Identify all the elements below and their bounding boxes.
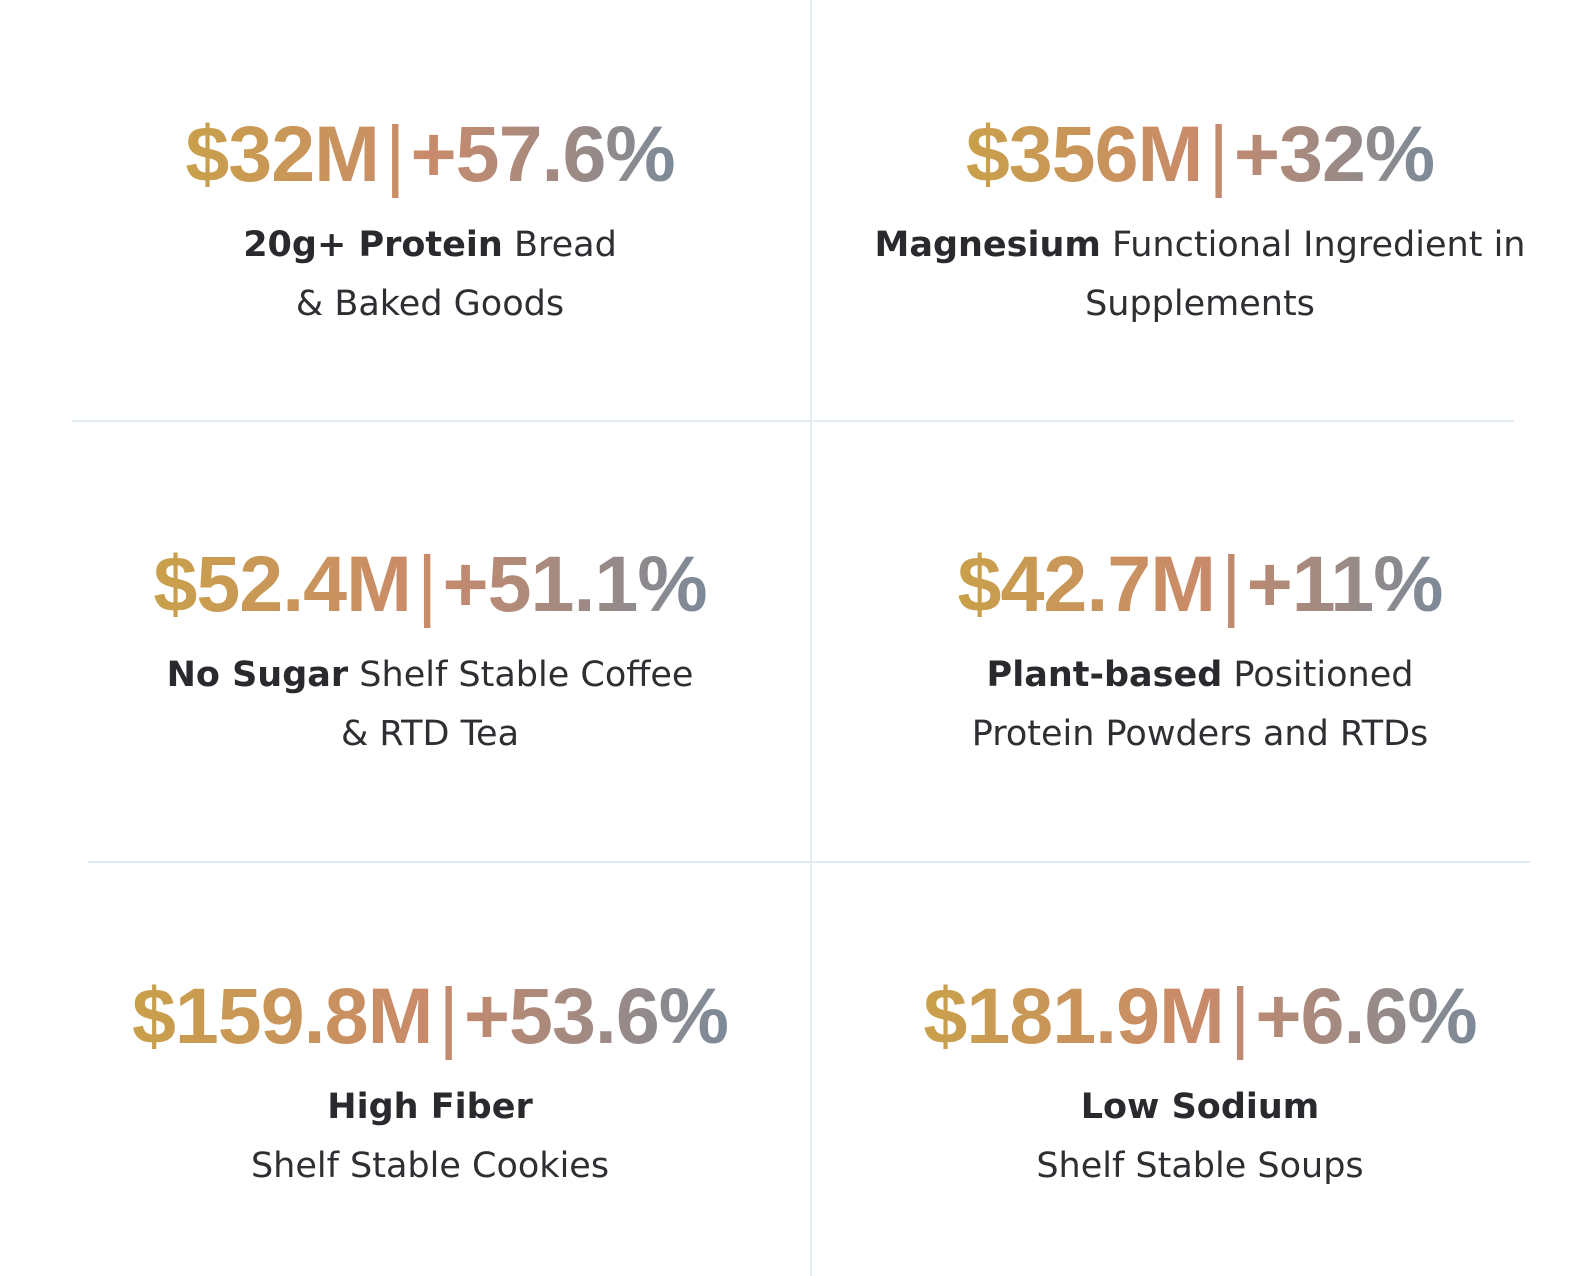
stat-card-magnesium: $356M|+32% Magnesium Functional Ingredie…: [820, 106, 1580, 334]
description-rest: Functional Ingredient in: [1100, 225, 1526, 265]
stat-description: Low Sodium Shelf Stable Soups: [1036, 1078, 1363, 1196]
stat-headline: $356M|+32%: [966, 106, 1434, 202]
description-line-1: Magnesium Functional Ingredient in: [875, 216, 1526, 275]
description-bold: Plant-based: [986, 655, 1223, 695]
description-line-2: & RTD Tea: [340, 714, 520, 754]
stat-description: 20g+ Protein Bread & Baked Goods: [243, 216, 617, 334]
stat-growth: +53.6%: [463, 971, 729, 1060]
horizontal-divider-1: [72, 420, 1514, 422]
stat-description: Plant-based Positioned Protein Powders a…: [972, 646, 1429, 764]
stat-card-low-sodium: $181.9M|+6.6% Low Sodium Shelf Stable So…: [820, 968, 1580, 1196]
stat-growth: +6.6%: [1255, 971, 1477, 1060]
description-rest: Shelf Stable Coffee: [348, 655, 694, 695]
description-line-1: No Sugar Shelf Stable Coffee: [167, 646, 694, 705]
stat-description: Magnesium Functional Ingredient in Suppl…: [875, 216, 1526, 334]
description-bold: High Fiber: [327, 1087, 533, 1127]
stat-card-no-sugar-coffee: $52.4M|+51.1% No Sugar Shelf Stable Coff…: [60, 536, 800, 764]
stat-separator: |: [1229, 971, 1250, 1060]
stat-separator: |: [1208, 109, 1228, 198]
stat-value: $42.7M: [957, 539, 1216, 628]
stat-headline: $52.4M|+51.1%: [153, 536, 706, 632]
stat-growth: +32%: [1233, 109, 1435, 198]
vertical-divider: [810, 0, 812, 1276]
horizontal-divider-2: [88, 861, 1530, 863]
description-line-1: Low Sodium: [1036, 1078, 1363, 1137]
description-line-2: Shelf Stable Cookies: [250, 1146, 610, 1186]
stat-description: No Sugar Shelf Stable Coffee & RTD Tea: [167, 646, 694, 764]
stat-headline: $42.7M|+11%: [958, 536, 1443, 632]
description-bold: Low Sodium: [1080, 1087, 1320, 1127]
stat-value: $181.9M: [923, 971, 1224, 1060]
stat-headline: $181.9M|+6.6%: [923, 968, 1476, 1064]
stat-separator: |: [1221, 539, 1241, 628]
stat-separator: |: [416, 539, 437, 628]
stat-headline: $159.8M|+53.6%: [132, 968, 728, 1064]
stat-growth: +57.6%: [410, 109, 675, 198]
stat-value: $356M: [965, 109, 1203, 198]
description-line-2: Supplements: [1085, 284, 1315, 324]
description-rest: Bread: [502, 225, 617, 265]
description-line-1: Plant-based Positioned: [972, 646, 1429, 705]
stat-separator: |: [384, 109, 405, 198]
stat-card-high-fiber: $159.8M|+53.6% High Fiber Shelf Stable C…: [60, 968, 800, 1196]
description-line-1: High Fiber: [251, 1078, 609, 1137]
stat-headline: $32M|+57.6%: [185, 106, 674, 202]
description-rest: Positioned: [1222, 655, 1414, 695]
stat-card-plant-based: $42.7M|+11% Plant-based Positioned Prote…: [820, 536, 1580, 764]
description-bold: Magnesium: [874, 225, 1101, 265]
description-bold: 20g+ Protein: [243, 225, 503, 265]
stat-growth: +51.1%: [442, 539, 707, 628]
description-line-2: Protein Powders and RTDs: [971, 714, 1429, 754]
description-bold: No Sugar: [166, 655, 349, 695]
stat-separator: |: [438, 971, 458, 1060]
stat-growth: +11%: [1246, 539, 1443, 628]
stat-value: $32M: [185, 109, 379, 198]
stat-value: $52.4M: [153, 539, 411, 628]
description-line-1: 20g+ Protein Bread: [243, 216, 617, 275]
stat-value: $159.8M: [131, 971, 433, 1060]
description-line-2: & Baked Goods: [295, 284, 565, 324]
stat-card-protein-bread: $32M|+57.6% 20g+ Protein Bread & Baked G…: [60, 106, 800, 334]
stat-description: High Fiber Shelf Stable Cookies: [251, 1078, 609, 1196]
description-line-2: Shelf Stable Soups: [1036, 1146, 1364, 1186]
